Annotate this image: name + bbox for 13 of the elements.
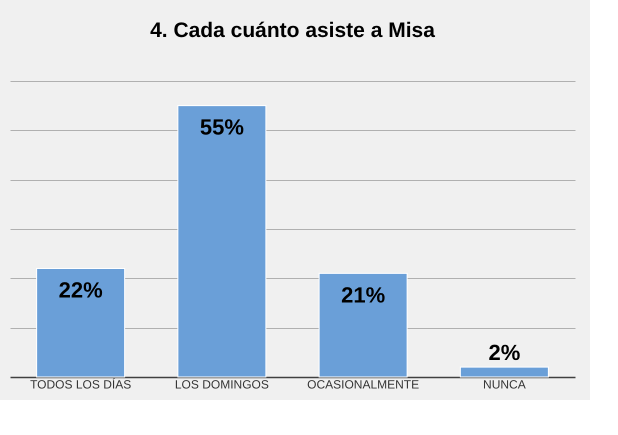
data-label: 21% bbox=[341, 282, 386, 308]
x-tick-label: LOS DOMINGOS bbox=[174, 378, 269, 392]
data-label: 55% bbox=[200, 114, 244, 140]
chart-title: 4. Cada cuánto asiste a Misa bbox=[150, 19, 436, 42]
data-label: 22% bbox=[58, 277, 103, 302]
data-label: 2% bbox=[488, 340, 520, 366]
bar bbox=[318, 272, 408, 378]
bar bbox=[177, 105, 266, 378]
x-tick-label: TODOS LOS DÍAS bbox=[30, 378, 132, 392]
x-tick-label: OCASIONALMENTE bbox=[307, 378, 420, 392]
bar bbox=[460, 366, 549, 378]
bar bbox=[36, 268, 126, 378]
x-tick-label: NUNCA bbox=[483, 378, 526, 392]
